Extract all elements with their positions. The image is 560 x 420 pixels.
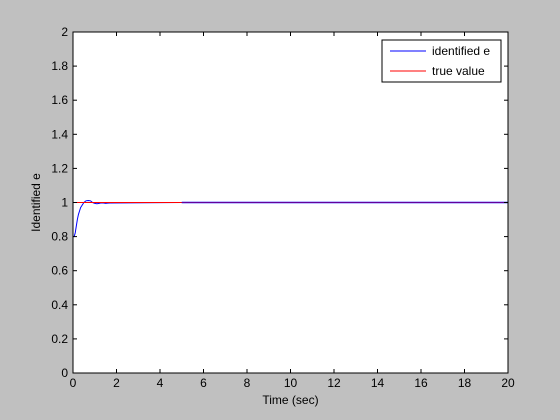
x-tick-label: 10 <box>284 376 298 390</box>
y-tick-label: 0.4 <box>51 298 68 312</box>
y-tick-label: 0 <box>61 366 68 380</box>
legend-box <box>381 39 502 83</box>
x-axis-label: Time (sec) <box>262 393 318 407</box>
y-tick-label: 1.4 <box>51 127 68 141</box>
legend-label-1: identified e <box>432 44 490 58</box>
legend-label-2: true value <box>432 64 485 78</box>
x-tick-label: 2 <box>113 376 120 390</box>
x-tick-label: 12 <box>327 376 341 390</box>
x-tick-label: 18 <box>458 376 472 390</box>
x-tick-label: 16 <box>414 376 428 390</box>
y-tick-label: 1.8 <box>51 59 68 73</box>
y-tick-label: 2 <box>61 25 68 39</box>
y-tick-label: 0.2 <box>51 332 68 346</box>
y-axis-label: Identified e <box>29 173 43 232</box>
y-tick-label: 1.2 <box>51 161 68 175</box>
x-tick-label: 14 <box>371 376 385 390</box>
x-tick-label: 4 <box>157 376 164 390</box>
y-tick-label: 1.6 <box>51 93 68 107</box>
x-tick-label: 8 <box>244 376 251 390</box>
x-tick-label: 6 <box>200 376 207 390</box>
x-tick-label: 0 <box>70 376 77 390</box>
y-tick-label: 0.8 <box>51 230 68 244</box>
x-tick-label: 20 <box>501 376 515 390</box>
y-tick-label: 1 <box>61 196 68 210</box>
y-tick-label: 0.6 <box>51 264 68 278</box>
